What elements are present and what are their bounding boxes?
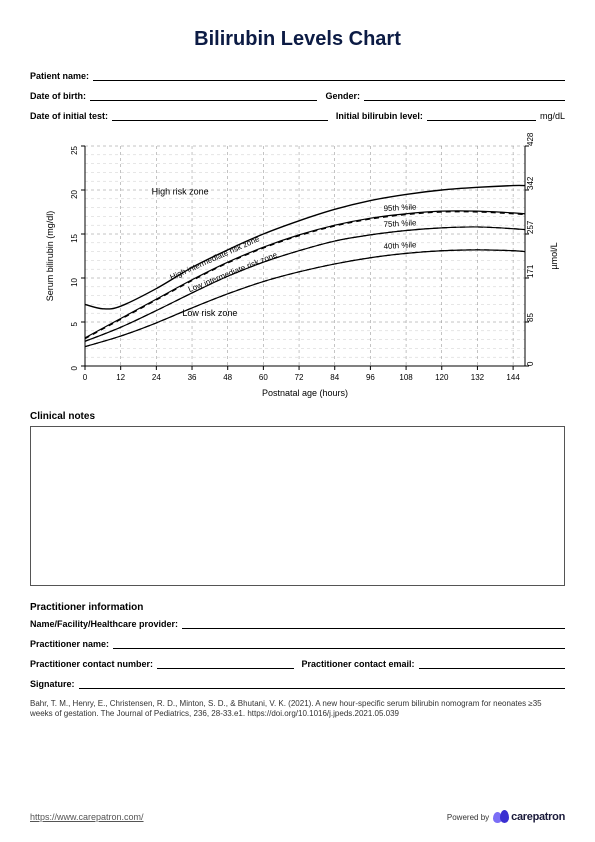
initial-level-input[interactable]: [427, 109, 536, 121]
initial-test-input[interactable]: [112, 109, 328, 121]
gender-input[interactable]: [364, 89, 565, 101]
signature-input[interactable]: [79, 677, 565, 689]
svg-text:High risk zone: High risk zone: [152, 186, 209, 196]
practitioner-name-label: Practitioner name:: [30, 639, 113, 649]
practitioner-name-input[interactable]: [113, 637, 565, 649]
signature-label: Signature:: [30, 679, 79, 689]
svg-text:72: 72: [295, 373, 304, 382]
facility-input[interactable]: [182, 617, 565, 629]
svg-text:75th %ile: 75th %ile: [383, 218, 417, 229]
svg-text:40th %ile: 40th %ile: [383, 240, 417, 251]
facility-label: Name/Facility/Healthcare provider:: [30, 619, 182, 629]
contact-email-input[interactable]: [419, 657, 565, 669]
svg-text:108: 108: [399, 373, 413, 382]
svg-text:15: 15: [70, 233, 79, 242]
patient-name-input[interactable]: [93, 69, 565, 81]
svg-text:95th %ile: 95th %ile: [383, 202, 417, 213]
svg-text:20: 20: [70, 189, 79, 198]
practitioner-info-title: Practitioner information: [30, 602, 565, 613]
svg-text:171: 171: [526, 264, 535, 278]
svg-text:85: 85: [526, 313, 535, 322]
contact-number-label: Practitioner contact number:: [30, 659, 157, 669]
svg-text:25: 25: [70, 145, 79, 154]
svg-text:Postnatal age (hours): Postnatal age (hours): [262, 388, 348, 398]
initial-level-unit: mg/dL: [536, 111, 565, 121]
svg-text:12: 12: [116, 373, 125, 382]
bilirubin-nomogram-chart: 0 12 24 36 48 60 72 84 96 108 120 132 144 Postnatal a…: [30, 131, 565, 401]
svg-text:0: 0: [83, 373, 88, 382]
svg-text:0: 0: [70, 365, 79, 370]
gender-label: Gender:: [325, 91, 364, 101]
initial-test-label: Date of initial test:: [30, 111, 112, 121]
dob-label: Date of birth:: [30, 91, 90, 101]
svg-text:120: 120: [435, 373, 449, 382]
powered-by: Powered by carepatron: [447, 810, 565, 824]
svg-text:Low risk zone: Low risk zone: [182, 308, 237, 318]
patient-name-label: Patient name:: [30, 71, 93, 81]
svg-text:5: 5: [70, 321, 79, 326]
svg-text:96: 96: [366, 373, 375, 382]
carepatron-logo-icon: [493, 810, 509, 824]
svg-text:36: 36: [188, 373, 197, 382]
svg-text:144: 144: [506, 373, 520, 382]
svg-text:342: 342: [526, 176, 535, 190]
svg-text:48: 48: [223, 373, 232, 382]
footer-url[interactable]: https://www.carepatron.com/: [30, 812, 144, 822]
svg-text:84: 84: [330, 373, 339, 382]
dob-input[interactable]: [90, 89, 317, 101]
svg-text:µmol/L: µmol/L: [549, 242, 559, 269]
clinical-notes-title: Clinical notes: [30, 411, 565, 422]
svg-text:0: 0: [526, 361, 535, 366]
svg-text:257: 257: [526, 220, 535, 234]
svg-text:Low intermediate risk zone: Low intermediate risk zone: [187, 250, 279, 294]
citation-text: Bahr, T. M., Henry, E., Christensen, R. …: [30, 699, 565, 720]
svg-text:10: 10: [70, 277, 79, 286]
svg-text:24: 24: [152, 373, 161, 382]
svg-text:60: 60: [259, 373, 268, 382]
carepatron-logo-text: carepatron: [511, 811, 565, 823]
initial-level-label: Initial bilirubin level:: [336, 111, 427, 121]
contact-email-label: Practitioner contact email:: [302, 659, 419, 669]
svg-text:428: 428: [526, 132, 535, 146]
svg-text:Serum bilirubin (mg/dl): Serum bilirubin (mg/dl): [45, 211, 55, 302]
clinical-notes-box[interactable]: [30, 426, 565, 586]
contact-number-input[interactable]: [157, 657, 293, 669]
page-title: Bilirubin Levels Chart: [30, 28, 565, 51]
svg-text:132: 132: [471, 373, 485, 382]
